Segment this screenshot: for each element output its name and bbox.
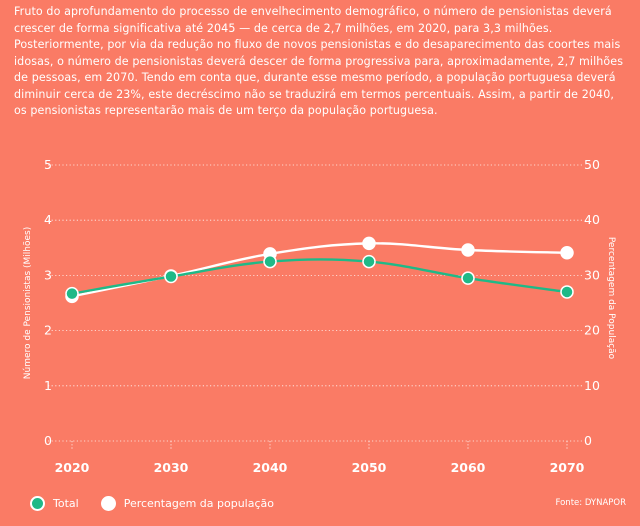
y-tick-right: 40 [584, 212, 600, 227]
y-tick-left: 1 [44, 378, 52, 393]
x-tick-label: 2020 [55, 460, 90, 475]
x-tick-label: 2040 [253, 460, 288, 475]
y-tick-right: 50 [584, 157, 600, 172]
y-tick-left: 3 [44, 267, 52, 282]
x-tick-label: 2060 [451, 460, 486, 475]
legend-swatch-total [30, 496, 45, 511]
legend-swatch-percent [100, 496, 116, 511]
x-tick-label: 2070 [550, 460, 585, 475]
y-tick-right: 10 [584, 378, 600, 393]
legend-item-total: Total [30, 496, 79, 511]
point-total [263, 254, 277, 269]
y-tick-right: 20 [584, 323, 600, 338]
y-tick-left: 5 [44, 157, 52, 172]
legend-label-percent: Percentagem da população [123, 497, 274, 510]
series-line-total [71, 258, 568, 295]
point-total [65, 286, 79, 301]
source-note: Fonte: DYNAPOR [555, 498, 626, 508]
point-percent [560, 246, 574, 260]
y-tick-left: 4 [44, 212, 52, 227]
y-tick-left: 0 [44, 433, 52, 448]
y-tick-right: 0 [584, 433, 592, 448]
point-percent [362, 236, 376, 251]
x-tick-label: 2030 [154, 460, 189, 475]
legend-item-percent: Percentagem da população [100, 496, 274, 511]
series-line-percent [71, 242, 568, 298]
point-total [560, 285, 574, 299]
y-tick-left: 2 [44, 323, 52, 338]
legend-label-total: Total [53, 497, 79, 510]
point-total [164, 269, 178, 284]
legend: Total Percentagem da população [30, 496, 296, 511]
point-total [362, 254, 376, 269]
point-total [461, 271, 475, 285]
intro-paragraph: Fruto do aprofundamento do processo de e… [14, 5, 624, 117]
point-percent [461, 243, 475, 257]
y-axis-title-right: Percentagem da População [606, 237, 616, 360]
y-axis-title-left: Número de Pensionistas (Milhões) [23, 227, 33, 379]
x-tick-label: 2050 [352, 460, 387, 475]
y-tick-right: 30 [584, 267, 600, 282]
